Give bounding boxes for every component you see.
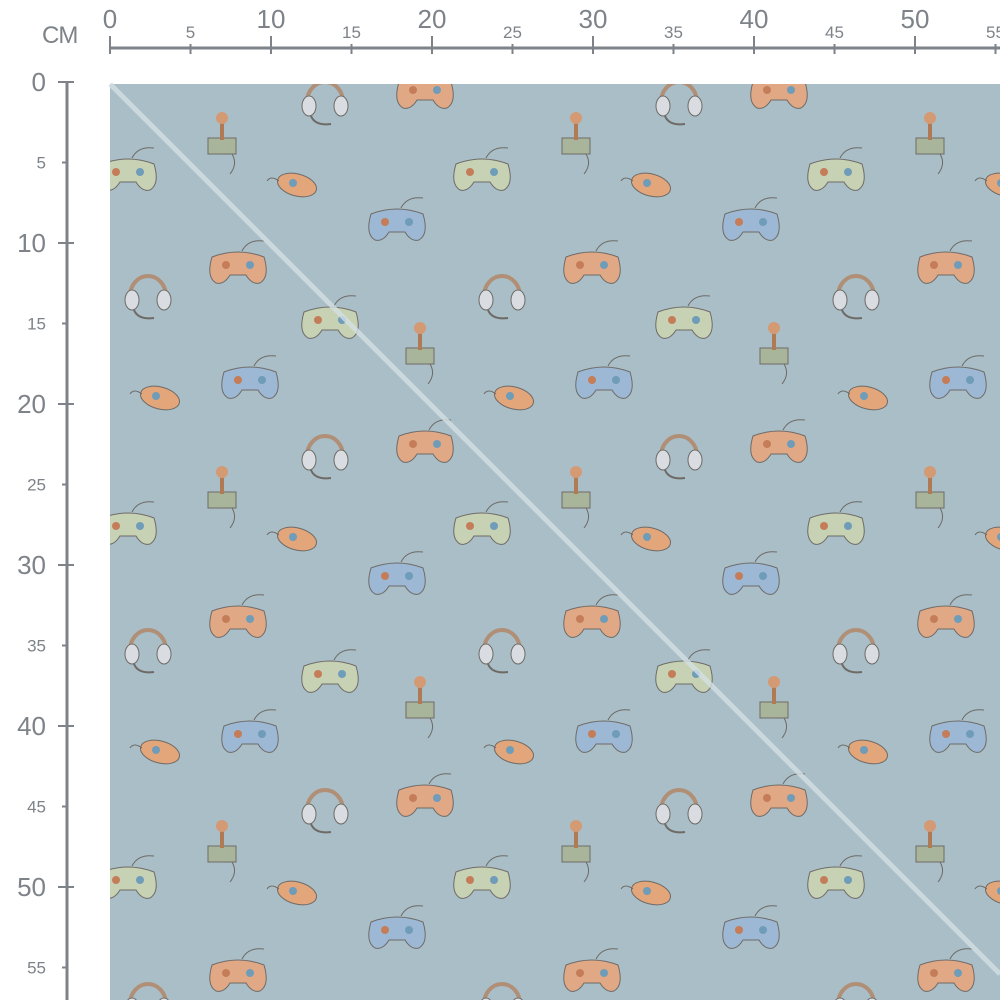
top-ruler-label: 50 [901, 4, 930, 34]
left-ruler-label: 45 [27, 798, 46, 817]
top-ruler-label: 35 [664, 23, 683, 42]
top-ruler-label: 30 [579, 4, 608, 34]
left-ruler-label: 35 [27, 637, 46, 656]
top-ruler-label: 5 [186, 23, 195, 42]
left-ruler-label: 25 [27, 476, 46, 495]
fabric-swatch [110, 84, 1000, 1000]
left-ruler-label: 50 [17, 872, 46, 902]
unit-label: CM [42, 22, 78, 49]
top-ruler-label: 15 [342, 23, 361, 42]
top-ruler-label: 45 [825, 23, 844, 42]
top-ruler-label: 10 [257, 4, 286, 34]
top-ruler-label: 40 [740, 4, 769, 34]
left-ruler-label: 0 [32, 67, 46, 97]
left-ruler-label: 55 [27, 959, 46, 978]
top-ruler-label: 55 [986, 23, 1000, 42]
left-ruler-label: 20 [17, 389, 46, 419]
left-ruler-label: 5 [37, 154, 46, 173]
left-ruler-label: 10 [17, 228, 46, 258]
left-ruler-label: 30 [17, 550, 46, 580]
left-ruler-label: 40 [17, 711, 46, 741]
fold-line [108, 82, 1000, 976]
top-ruler-label: 20 [418, 4, 447, 34]
left-ruler-label: 15 [27, 315, 46, 334]
top-ruler-label: 0 [103, 4, 117, 34]
top-ruler-label: 25 [503, 23, 522, 42]
